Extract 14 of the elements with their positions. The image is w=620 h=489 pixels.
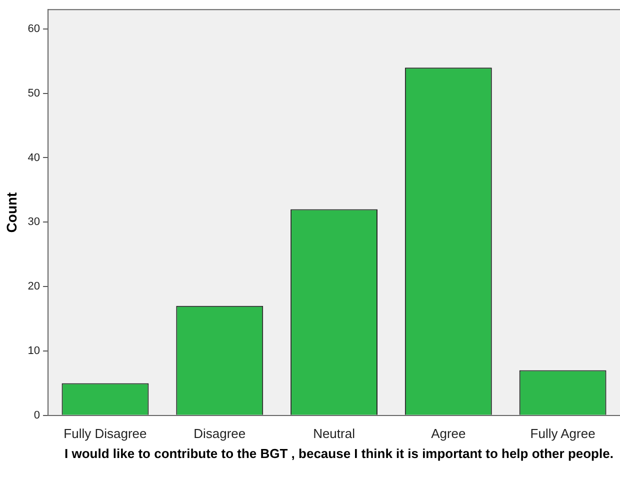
- x-tick-label: Fully Disagree: [64, 426, 147, 441]
- y-tick-label: 40: [28, 152, 40, 164]
- x-tick-label: Neutral: [313, 426, 356, 441]
- x-axis-title: I would like to contribute to the BGT , because I think it is important to help other people.: [64, 446, 614, 461]
- y-tick-label: 0: [34, 409, 40, 422]
- y-tick-label: 30: [28, 216, 40, 228]
- x-tick-label: Agree: [431, 426, 466, 441]
- y-tick-label: 10: [28, 345, 40, 358]
- x-tick-label: Fully Agree: [530, 426, 596, 441]
- x-tick-label: Disagree: [194, 426, 246, 441]
- y-tick-label: 20: [28, 280, 40, 293]
- y-tick-label: 50: [28, 87, 40, 100]
- y-axis-title: Count: [3, 192, 20, 233]
- y-tick-label: 60: [28, 22, 40, 35]
